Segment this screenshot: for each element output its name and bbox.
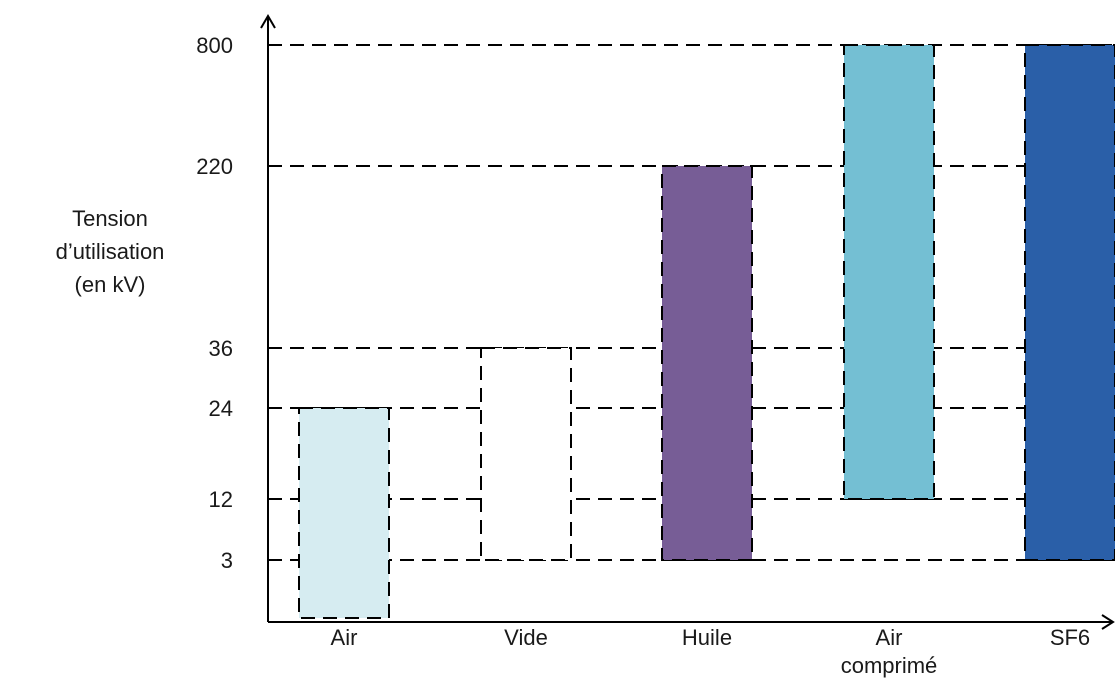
axes (260, 14, 1115, 630)
category-labels: Air Vide Huile Air comprimé SF6 (331, 625, 1091, 678)
category-label-air: Air (331, 625, 358, 650)
y-tick-label-24: 24 (209, 396, 233, 421)
y-tick-label-12: 12 (209, 487, 233, 512)
y-tick-label-3: 3 (221, 548, 233, 573)
category-label-sf6: SF6 (1050, 625, 1090, 650)
bars (298, 44, 1115, 619)
y-tick-label-800: 800 (196, 33, 233, 58)
bar-air-comprim- (843, 44, 935, 500)
category-label-air-comprim-: Air comprimé (841, 625, 938, 678)
bar-vide (480, 347, 572, 561)
y-tick-label-36: 36 (209, 336, 233, 361)
y-axis-label: Tension d’utilisation (en kV) (56, 206, 165, 297)
y-tick-label-220: 220 (196, 154, 233, 179)
bar-sf6 (1024, 44, 1115, 561)
bar-huile (661, 165, 753, 561)
y-tick-labels: 3 12 24 36 220 800 (196, 33, 233, 573)
y-axis-arrow-icon (260, 14, 276, 29)
category-label-vide: Vide (504, 625, 548, 650)
category-label-huile: Huile (682, 625, 732, 650)
x-axis-arrow-icon (1101, 614, 1115, 630)
bar-air (298, 407, 390, 619)
